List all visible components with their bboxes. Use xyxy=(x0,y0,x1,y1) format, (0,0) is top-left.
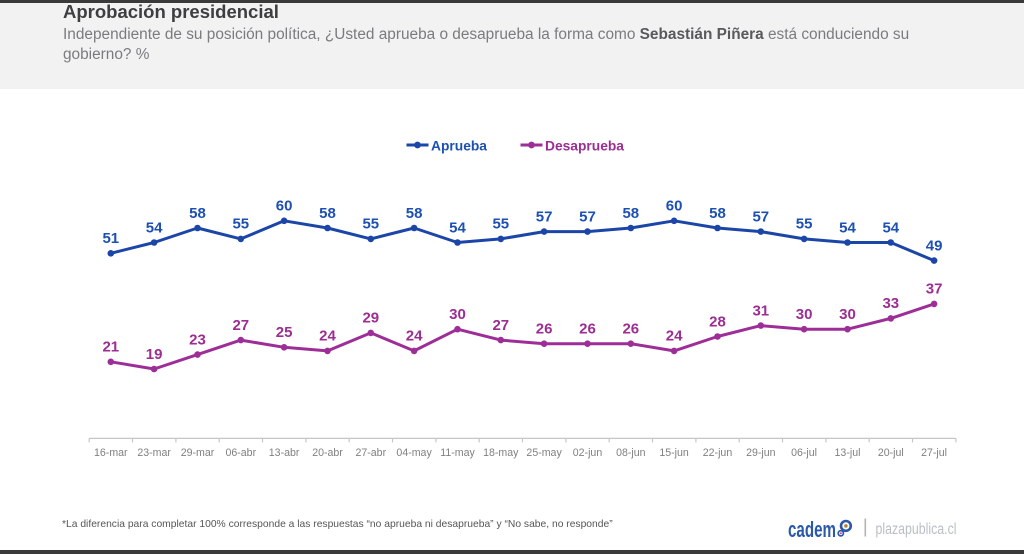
svg-text:23-mar: 23-mar xyxy=(137,447,171,459)
svg-text:58: 58 xyxy=(189,205,206,222)
svg-text:30: 30 xyxy=(796,306,813,323)
svg-text:54: 54 xyxy=(146,219,163,236)
svg-text:49: 49 xyxy=(926,237,943,254)
svg-text:58: 58 xyxy=(622,205,639,222)
svg-text:24: 24 xyxy=(406,328,423,345)
svg-text:06-abr: 06-abr xyxy=(225,447,256,459)
svg-text:54: 54 xyxy=(449,219,466,236)
svg-text:27: 27 xyxy=(492,317,509,334)
svg-text:02-jun: 02-jun xyxy=(573,447,603,459)
svg-text:54: 54 xyxy=(839,219,856,236)
svg-text:31: 31 xyxy=(752,302,769,319)
svg-text:04-may: 04-may xyxy=(396,447,432,459)
svg-text:21: 21 xyxy=(102,339,119,356)
svg-text:29-mar: 29-mar xyxy=(181,447,215,459)
svg-text:58: 58 xyxy=(319,205,336,222)
svg-text:13-abr: 13-abr xyxy=(269,447,300,459)
svg-text:24: 24 xyxy=(666,328,683,345)
svg-text:60: 60 xyxy=(276,198,293,215)
svg-text:60: 60 xyxy=(666,198,683,215)
svg-text:cadem: cadem xyxy=(788,517,836,542)
svg-text:11-may: 11-may xyxy=(440,447,475,459)
svg-text:58: 58 xyxy=(406,205,423,222)
svg-text:27: 27 xyxy=(232,317,249,334)
svg-text:22-jun: 22-jun xyxy=(703,447,733,459)
svg-text:Desaprueba: Desaprueba xyxy=(545,139,624,154)
svg-text:plazapublica.cl: plazapublica.cl xyxy=(876,521,957,538)
svg-text:55: 55 xyxy=(796,216,813,233)
svg-text:55: 55 xyxy=(232,216,249,233)
svg-text:20-abr: 20-abr xyxy=(312,447,343,459)
svg-text:29: 29 xyxy=(362,310,379,327)
svg-text:29-jun: 29-jun xyxy=(746,447,776,459)
svg-text:16-mar: 16-mar xyxy=(94,447,128,459)
svg-text:Aprueba: Aprueba xyxy=(431,139,487,154)
svg-text:20-jul: 20-jul xyxy=(878,447,904,459)
svg-text:54: 54 xyxy=(882,219,899,236)
svg-text:25-may: 25-may xyxy=(526,447,562,459)
svg-text:33: 33 xyxy=(882,295,899,312)
svg-text:08-jun: 08-jun xyxy=(616,447,646,459)
svg-text:24: 24 xyxy=(319,328,336,345)
svg-text:57: 57 xyxy=(579,208,596,225)
svg-text:55: 55 xyxy=(362,216,379,233)
svg-text:27-jul: 27-jul xyxy=(921,447,947,459)
svg-text:37: 37 xyxy=(926,281,943,298)
svg-text:26: 26 xyxy=(536,321,553,338)
svg-text:13-jul: 13-jul xyxy=(835,447,861,459)
svg-text:51: 51 xyxy=(102,230,119,247)
svg-text:30: 30 xyxy=(449,306,466,323)
svg-text:27-abr: 27-abr xyxy=(355,447,386,459)
svg-text:57: 57 xyxy=(752,208,769,225)
svg-text:18-may: 18-may xyxy=(483,447,519,459)
svg-text:28: 28 xyxy=(709,313,726,330)
svg-text:58: 58 xyxy=(709,205,726,222)
svg-text:25: 25 xyxy=(276,324,293,341)
svg-text:30: 30 xyxy=(839,306,856,323)
svg-text:06-jul: 06-jul xyxy=(791,447,817,459)
svg-text:55: 55 xyxy=(492,216,509,233)
svg-text:15-jun: 15-jun xyxy=(659,447,689,459)
svg-text:23: 23 xyxy=(189,331,206,348)
svg-text:57: 57 xyxy=(536,208,553,225)
svg-text:19: 19 xyxy=(146,346,163,363)
svg-text:26: 26 xyxy=(579,321,596,338)
svg-text:26: 26 xyxy=(622,321,639,338)
